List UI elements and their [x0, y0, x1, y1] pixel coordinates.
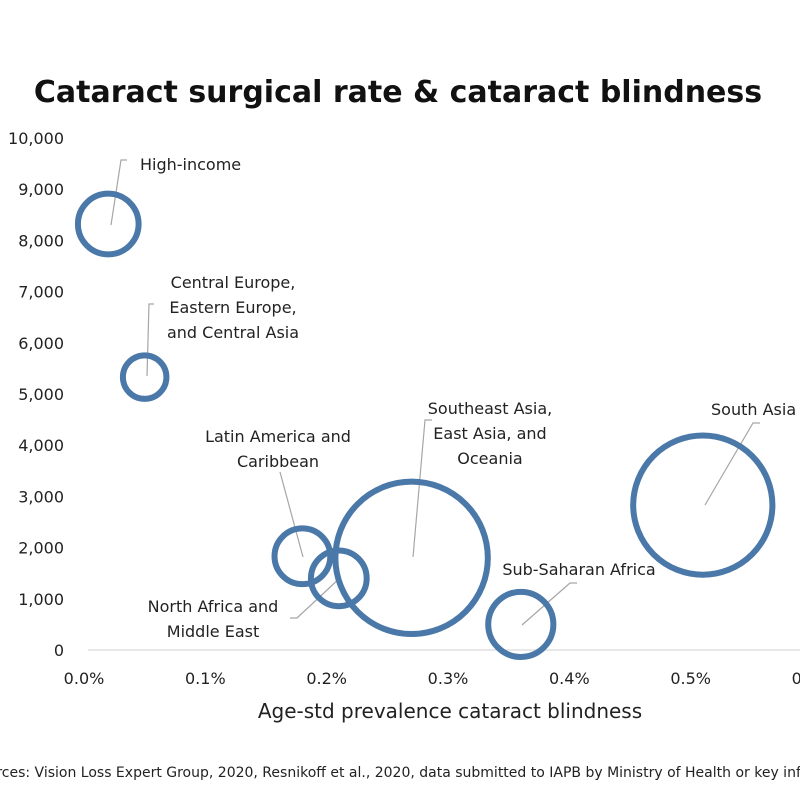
leader-line-north-africa-and-middle-east [290, 576, 342, 619]
bubble-labels: High-income Central Europe, Eastern Europe… [140, 155, 796, 641]
y-tick-label: 4,000 [18, 436, 64, 455]
bubble-label-latin-america-and-caribbean: Latin America and Caribbean [205, 427, 351, 471]
bubble-high-income [74, 190, 142, 258]
leader-line-sub-saharan-africa [521, 582, 577, 626]
y-tick-label: 7,000 [18, 283, 64, 302]
leader-lines [110, 159, 760, 626]
bubble-label-south-asia: South Asia [711, 400, 796, 419]
x-axis-label: Age-std prevalence cataract blindness [258, 699, 642, 723]
leader-line-central-europe-eastern-europe-and-central-asia [146, 303, 154, 377]
y-tick-label: 1,000 [18, 590, 64, 609]
x-tick-label: 0.1% [185, 669, 226, 688]
y-tick-label: 0 [54, 641, 64, 660]
y-tick-label: 2,000 [18, 539, 64, 558]
bubble-label-north-africa-and-middle-east: North Africa and Middle East [148, 597, 279, 641]
bubbles [74, 190, 776, 660]
bubble-north-africa-and-middle-east [307, 547, 370, 610]
x-tick-label: 0.2% [306, 669, 347, 688]
leader-line-south-asia [704, 422, 760, 506]
leader-line-latin-america-and-caribbean [279, 471, 304, 558]
bubble-central-europe-eastern-europe-and-central-asia [119, 352, 170, 402]
leader-line-southeast-asia-east-asia-and-oceania [412, 419, 432, 558]
y-tick-label: 10,000 [8, 129, 64, 148]
y-tick-label: 3,000 [18, 487, 64, 506]
x-tick-label: 0.5% [670, 669, 711, 688]
x-tick-label: 0.6% [792, 669, 800, 688]
x-axis-ticks: 0.0% 0.1% 0.2% 0.3% 0.4% 0.5% 0.6% [64, 669, 800, 688]
bubble-sub-saharan-africa [485, 588, 557, 660]
x-tick-label: 0.4% [549, 669, 590, 688]
leader-line-high-income [110, 159, 127, 226]
bubble-south-asia [630, 432, 776, 578]
bubble-southeast-asia-east-asia-and-oceania [332, 478, 491, 638]
bubble-label-central-europe-eastern-europe-and-central-asia: Central Europe, Eastern Europe, and Centra… [167, 273, 299, 342]
bubble-label-southeast-asia-east-asia-and-oceania: Southeast Asia, East Asia, and Oceania [428, 399, 552, 468]
source-note: Sources: Vision Loss Expert Group, 2020,… [0, 765, 800, 781]
y-axis-ticks: 0 1,000 2,000 3,000 4,000 5,000 6,000 7,000 8,00… [8, 129, 64, 660]
bubble-label-high-income: High-income [140, 155, 241, 174]
y-tick-label: 8,000 [18, 231, 64, 250]
x-tick-label: 0.0% [64, 669, 105, 688]
y-tick-label: 6,000 [18, 334, 64, 353]
y-tick-label: 5,000 [18, 385, 64, 404]
bubble-label-sub-saharan-africa: Sub-Saharan Africa [502, 560, 655, 579]
chart-title: Cataract surgical rate & cataract blindn… [34, 75, 762, 110]
x-tick-label: 0.3% [428, 669, 469, 688]
bubble-latin-america-and-caribbean [271, 525, 334, 588]
y-tick-label: 9,000 [18, 180, 64, 199]
